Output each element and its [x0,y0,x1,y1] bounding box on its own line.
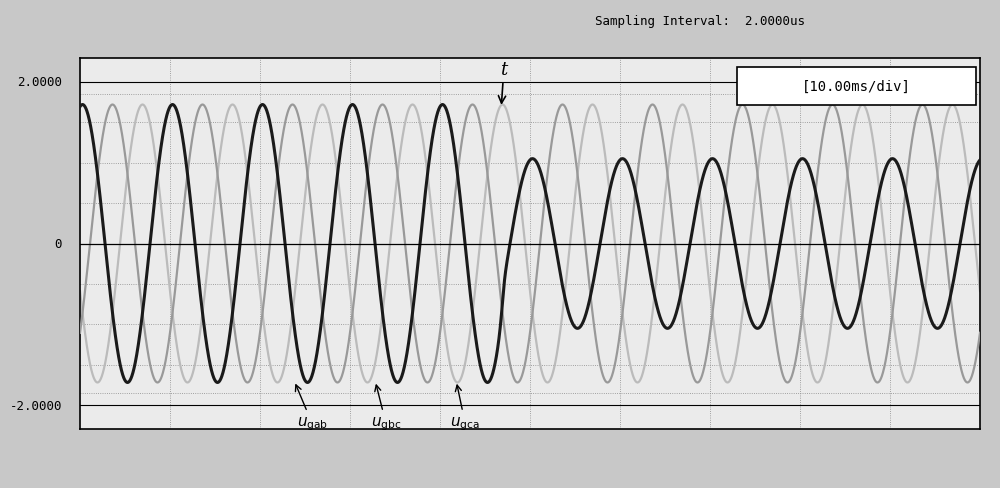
Text: -2.0000: -2.0000 [10,399,62,412]
Text: Sampling Interval:  2.0000us: Sampling Interval: 2.0000us [595,15,805,28]
Text: 0: 0 [54,238,62,250]
Text: 2.0000: 2.0000 [17,76,62,89]
Text: $u_{\mathrm{gbc}}$: $u_{\mathrm{gbc}}$ [371,385,401,432]
Text: t: t [498,61,508,104]
Text: $u_{\mathrm{gab}}$: $u_{\mathrm{gab}}$ [295,385,328,432]
FancyBboxPatch shape [737,68,976,105]
Text: [10.00ms/div]: [10.00ms/div] [802,80,911,94]
Text: $u_{\mathrm{gca}}$: $u_{\mathrm{gca}}$ [450,386,480,432]
